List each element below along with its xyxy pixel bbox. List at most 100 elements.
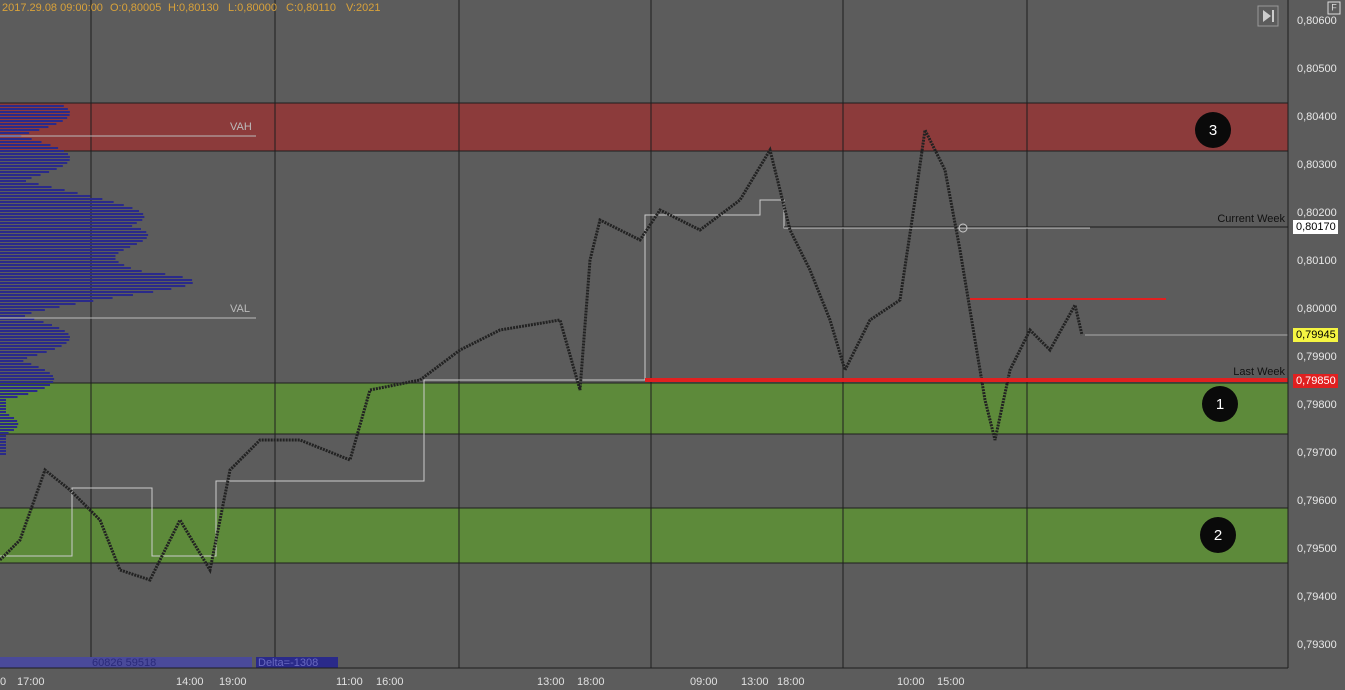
- profile-bar: [0, 234, 149, 236]
- profile-bar: [0, 189, 65, 191]
- zone-badge: [1202, 386, 1238, 422]
- profile-bar: [0, 252, 119, 254]
- profile-bar: [0, 195, 91, 197]
- profile-bar: [0, 159, 70, 161]
- time-label: 16:00: [376, 676, 404, 688]
- profile-bar: [0, 243, 137, 245]
- volume: V:2021: [346, 2, 380, 14]
- profile-bar: [0, 132, 30, 134]
- profile-bar: [0, 264, 125, 266]
- profile-bar: [0, 276, 183, 278]
- profile-bar: [0, 168, 57, 170]
- price-marker: [1293, 220, 1338, 234]
- profile-bar: [0, 393, 29, 395]
- profile-bar: [0, 267, 131, 269]
- profile-bar: [0, 384, 51, 386]
- profile-bar: [0, 282, 193, 284]
- profile-bar: [0, 297, 113, 299]
- time-label: 19:00: [219, 676, 247, 688]
- volume-bar: [0, 657, 252, 668]
- profile-bar: [0, 258, 116, 260]
- time-label: 15:00: [937, 676, 965, 688]
- profile-bar: [0, 165, 63, 167]
- profile-bar: [0, 126, 49, 128]
- profile-bar: [0, 183, 39, 185]
- profile-bar: [0, 309, 45, 311]
- price-label: 0,80200: [1297, 207, 1337, 219]
- profile-bar: [0, 414, 10, 416]
- high: H:0,80130: [168, 2, 219, 14]
- price-label: 0,80400: [1297, 111, 1337, 123]
- profile-bar: [0, 339, 70, 341]
- profile-bar: [0, 249, 124, 251]
- profile-bar: [0, 402, 6, 404]
- profile-bar: [0, 120, 63, 122]
- time-label: 13:00: [741, 676, 769, 688]
- profile-bar: [0, 312, 32, 314]
- support-zone: [0, 508, 1288, 563]
- profile-bar: [0, 351, 47, 353]
- profile-bar: [0, 270, 142, 272]
- profile-bar: [0, 231, 147, 233]
- price-marker: [1293, 374, 1338, 388]
- profile-bar: [0, 306, 60, 308]
- time-label: 14:00: [176, 676, 204, 688]
- profile-bar: [0, 369, 45, 371]
- profile-bar: [0, 429, 14, 431]
- last-week-label: Last Week: [1233, 366, 1285, 378]
- profile-bar: [0, 180, 26, 182]
- profile-bar: [0, 108, 68, 110]
- profile-bar: [0, 114, 70, 116]
- profile-bar: [0, 378, 55, 380]
- profile-bar: [0, 186, 52, 188]
- profile-bar: [0, 327, 60, 329]
- profile-bar: [0, 432, 9, 434]
- profile-bar: [0, 375, 53, 377]
- profile-bar: [0, 423, 19, 425]
- profile-bar: [0, 228, 141, 230]
- time-label: 18:00: [777, 676, 805, 688]
- val-label: VAL: [230, 303, 250, 315]
- profile-bar: [0, 222, 137, 224]
- price-label: 0,80500: [1297, 63, 1337, 75]
- profile-bar: [0, 210, 140, 212]
- price-marker-label: 0,80170: [1296, 221, 1336, 233]
- profile-bar: [0, 366, 39, 368]
- session-range: [0, 199, 1090, 557]
- time-label: 13:00: [537, 676, 565, 688]
- volumes: 60826 59518: [92, 657, 156, 669]
- profile-bar: [0, 330, 65, 332]
- bar-time: 2017.29.08 09:00:00: [2, 2, 103, 14]
- profile-bar: [0, 162, 68, 164]
- vah-label: VAH: [230, 121, 252, 133]
- profile-bar: [0, 246, 131, 248]
- f-button[interactable]: [1327, 1, 1341, 15]
- profile-bar: [0, 225, 133, 227]
- profile-bar: [0, 315, 25, 317]
- price-marker-label: 0,79945: [1296, 329, 1336, 341]
- profile-bar: [0, 237, 147, 239]
- grid: [0, 0, 1288, 668]
- profile-bar: [0, 123, 57, 125]
- profile-bar: [0, 213, 144, 215]
- price-marker-label: 0,79850: [1296, 375, 1336, 387]
- time-axis-labels: 0 17:00 14:00 19:00 11:00 16:00 13:00 18:00 09:0…: [0, 676, 965, 688]
- price-label: 0,80300: [1297, 159, 1337, 171]
- profile-bar: [0, 420, 18, 422]
- profile-bar: [0, 294, 133, 296]
- price-axis-labels: 0,80600 0,80500 0,80400 0,80300 0,80200 0,801…: [1297, 15, 1337, 651]
- profile-bar: [0, 336, 70, 338]
- profile-bar: [0, 156, 70, 158]
- profile-bar: [0, 324, 52, 326]
- profile-bar: [0, 333, 69, 335]
- delta-bar: [256, 657, 338, 668]
- volume-profile: [0, 105, 193, 455]
- profile-bar: [0, 396, 18, 398]
- time-label: 0: [0, 676, 6, 688]
- profile-bar: [0, 360, 24, 362]
- profile-bar: [0, 441, 6, 443]
- price-label: 0,79700: [1297, 447, 1337, 459]
- profile-bar: [0, 273, 166, 275]
- price-label: 0,80000: [1297, 303, 1337, 315]
